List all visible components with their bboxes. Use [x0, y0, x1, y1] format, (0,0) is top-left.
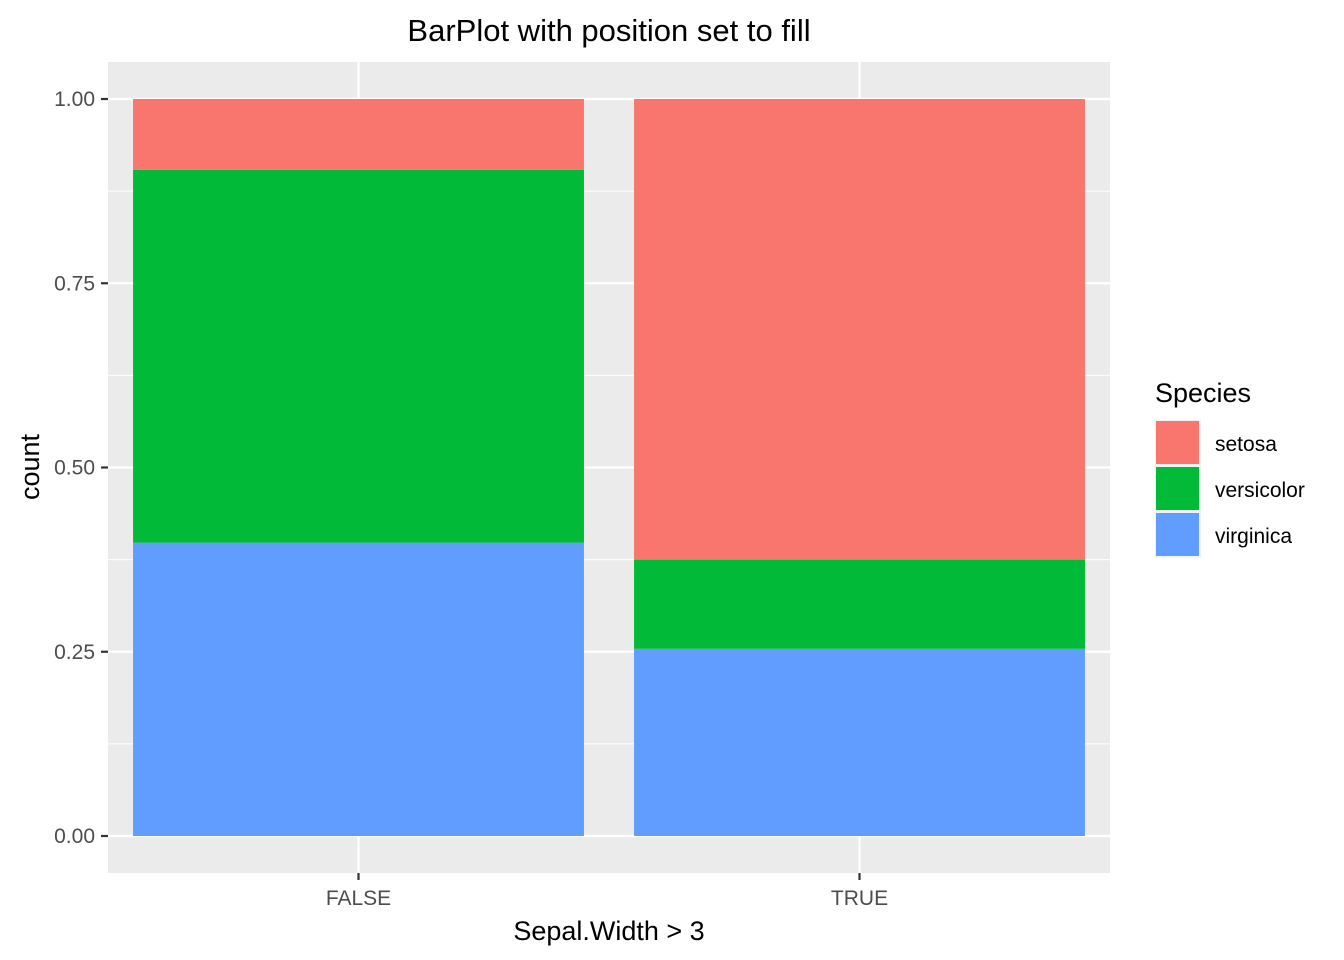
bar-false-versicolor	[133, 169, 584, 543]
bar-true-virginica	[634, 648, 1085, 836]
bar-false-virginica	[133, 542, 584, 836]
x-axis-title: Sepal.Width > 3	[513, 916, 704, 946]
y-tick-label: 0.50	[54, 457, 95, 480]
x-axis: FALSE TRUE	[326, 873, 888, 910]
bar-true-versicolor	[634, 559, 1085, 649]
y-tick-label: 0.00	[54, 825, 95, 848]
bar-false-setosa	[133, 99, 584, 170]
legend-items: setosa versicolor virginica	[1155, 420, 1305, 558]
y-axis: 0.00 0.25 0.50 0.75 1.00	[54, 88, 108, 848]
y-axis-title: count	[15, 433, 45, 500]
legend-swatch-virginica	[1156, 513, 1199, 556]
bars	[133, 99, 1085, 836]
legend-swatch-setosa	[1156, 421, 1199, 464]
legend-label-virginica: virginica	[1215, 525, 1292, 548]
bar-true-setosa	[634, 99, 1085, 560]
legend-label-setosa: setosa	[1215, 433, 1277, 456]
y-tick-label: 0.25	[54, 641, 95, 664]
legend: Species setosa versicolor virginica	[1155, 378, 1305, 558]
legend-label-versicolor: versicolor	[1215, 479, 1305, 502]
chart-title: BarPlot with position set to fill	[407, 13, 810, 48]
x-tick-label: FALSE	[326, 887, 391, 910]
y-tick-label: 1.00	[54, 88, 95, 111]
legend-title: Species	[1155, 378, 1251, 408]
legend-swatch-versicolor	[1156, 467, 1199, 510]
x-tick-label: TRUE	[831, 887, 888, 910]
y-tick-label: 0.75	[54, 272, 95, 295]
